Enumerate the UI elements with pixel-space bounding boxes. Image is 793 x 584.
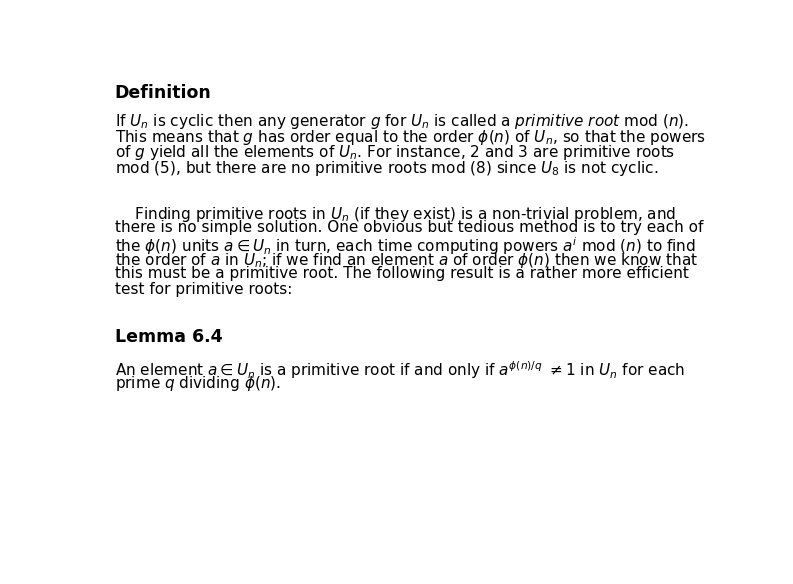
Text: this must be a primitive root. The following result is a rather more efficient: this must be a primitive root. The follo… [115,266,688,281]
Text: Definition: Definition [115,84,212,102]
Text: Finding primitive roots in $U_n$ (if they exist) is a non-trivial problem, and: Finding primitive roots in $U_n$ (if the… [115,205,676,224]
Text: An element $a \in U_n$ is a primitive root if and only if $a^{\phi(n)/q}$ $\neq : An element $a \in U_n$ is a primitive ro… [115,359,685,381]
Text: the $\phi(n)$ units $a \in U_n$ in turn, each time computing powers $a^i$ mod $(: the $\phi(n)$ units $a \in U_n$ in turn,… [115,235,695,258]
Text: there is no simple solution. One obvious but tedious method is to try each of: there is no simple solution. One obvious… [115,220,703,235]
Text: Lemma 6.4: Lemma 6.4 [115,328,222,346]
Text: If $U_n$ is cyclic then any generator $g$ for $U_n$ is called a $\mathit{primiti: If $U_n$ is cyclic then any generator $g… [115,113,688,131]
Text: the order of $a$ in $U_n$; if we find an element $a$ of order $\phi(n)$ then we : the order of $a$ in $U_n$; if we find an… [115,251,698,270]
Text: This means that $g$ has order equal to the order $\phi(n)$ of $U_n$, so that the: This means that $g$ has order equal to t… [115,128,706,147]
Text: mod (5), but there are no primitive roots mod (8) since $U_8$ is not cyclic.: mod (5), but there are no primitive root… [115,159,658,178]
Text: prime $q$ dividing $\phi(n)$.: prime $q$ dividing $\phi(n)$. [115,374,281,393]
Text: test for primitive roots:: test for primitive roots: [115,282,292,297]
Text: of $g$ yield all the elements of $U_n$. For instance, 2 and 3 are primitive root: of $g$ yield all the elements of $U_n$. … [115,143,675,162]
